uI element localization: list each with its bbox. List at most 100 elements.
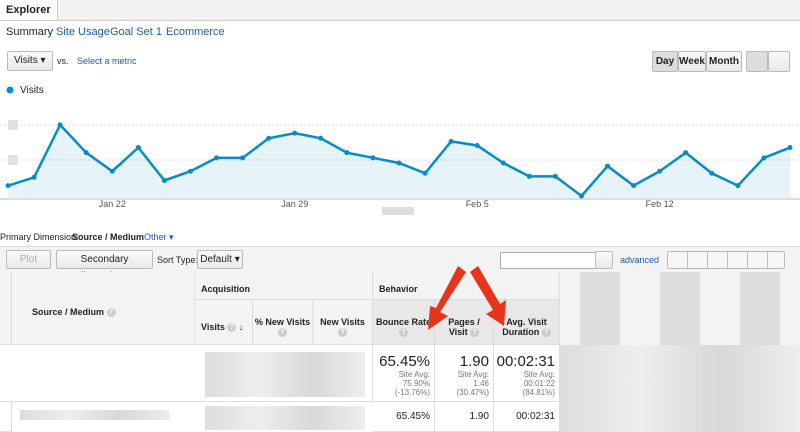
point — [109, 168, 115, 174]
point — [526, 173, 532, 179]
point — [578, 193, 584, 199]
column-header[interactable]: Source / Medium ? — [12, 272, 195, 345]
point — [5, 183, 11, 189]
point — [318, 135, 324, 141]
point — [135, 145, 141, 151]
header-text: New Visits — [320, 317, 365, 327]
tab-link[interactable]: Goal Set 1 — [110, 26, 162, 38]
advanced-link[interactable]: advanced — [620, 255, 660, 265]
point — [344, 150, 350, 156]
sort-type-label: Sort Type: — [157, 255, 198, 265]
site-avg-value: 75.90% — [402, 379, 430, 388]
site-avg-value: 00:01:22 — [523, 379, 555, 388]
column-header[interactable]: Bounce Rate? — [373, 300, 435, 345]
arrow — [470, 266, 506, 326]
area — [8, 124, 790, 198]
x-tick-label: Jan 29 — [281, 199, 308, 209]
site-avg-diff: (84.81%) — [522, 388, 555, 397]
site-avg-diff: (-13.76%) — [394, 388, 430, 397]
dimension-label: Primary Dimension: — [0, 232, 79, 242]
site-avg-label: Site Avg: — [523, 370, 555, 379]
point — [683, 150, 689, 156]
blurred-tick — [8, 120, 18, 130]
legend-dot — [6, 86, 14, 94]
point — [631, 183, 637, 189]
tab-title[interactable]: Explorer — [0, 0, 58, 20]
point — [657, 168, 663, 174]
blurred-cells — [205, 406, 365, 430]
point — [605, 163, 611, 169]
header-text: Bounce Rate — [375, 317, 431, 327]
point — [57, 122, 63, 128]
x-tick-label: Feb 12 — [646, 199, 674, 209]
point — [240, 155, 246, 161]
period-button[interactable]: Month — [706, 51, 742, 72]
column-header[interactable]: Visits ? ↓ — [195, 300, 253, 345]
point — [292, 130, 298, 136]
header-text: Pages / Visit — [448, 317, 480, 337]
point — [83, 150, 89, 156]
totals-cell: 65.45% Site Avg: 75.90% (-13.76%) — [373, 345, 435, 402]
point — [422, 170, 428, 176]
totals-cell: 1.90 Site Avg: 1.46 (30.47%) — [435, 345, 494, 402]
tab-link[interactable]: Summary — [6, 26, 54, 38]
blurred-cells — [205, 352, 365, 397]
blurred-cells — [560, 345, 800, 402]
column-header[interactable]: Avg. Visit Duration ? — [494, 300, 560, 345]
total-value: 65.45% — [379, 353, 430, 370]
point — [370, 155, 376, 161]
tab-link[interactable]: Ecommerce — [166, 26, 225, 38]
blurred-cells — [560, 402, 800, 432]
point — [761, 155, 767, 161]
blurred-tick — [8, 155, 18, 165]
search-button[interactable] — [595, 251, 613, 269]
header-text: Visits — [201, 322, 225, 332]
point — [735, 183, 741, 189]
group-header: Acquisition — [195, 272, 373, 300]
point — [552, 173, 558, 179]
site-avg-diff: (30.47%) — [456, 388, 489, 397]
chart: Visits Jan 22 Jan 29 Feb 5 Feb 12 — [0, 85, 800, 215]
dimension-value: Source / Medium — [72, 232, 145, 242]
tab-bar — [0, 0, 800, 21]
sort-dropdown[interactable]: Default ▾ — [197, 250, 243, 269]
view-buttons[interactable] — [667, 251, 785, 269]
metric-label: Visits — [14, 55, 38, 66]
arrow — [428, 266, 466, 330]
total-value: 1.90 — [459, 353, 489, 370]
point — [787, 145, 793, 151]
x-tick-label: Feb 5 — [466, 199, 489, 209]
site-avg-label: Site Avg: — [457, 370, 489, 379]
vs-label: vs. — [57, 56, 69, 66]
column-header[interactable]: New Visits? — [313, 300, 373, 345]
period-button[interactable]: Week — [678, 51, 706, 72]
sort-value: Default — [200, 254, 232, 265]
legend-label: Visits — [20, 85, 44, 96]
column-header[interactable]: % New Visits? — [253, 300, 313, 345]
point — [474, 142, 480, 148]
totals-row — [0, 345, 373, 402]
select-metric[interactable]: Select a metric — [77, 56, 137, 66]
header-cell — [0, 272, 12, 345]
metric-dropdown[interactable]: Visits ▾ — [7, 51, 53, 71]
point — [500, 160, 506, 166]
header-text: Source / Medium — [32, 307, 105, 317]
dimension-other[interactable]: Other ▾ — [144, 232, 174, 242]
site-avg-value: 1.46 — [473, 379, 489, 388]
header-text: % New Visits — [254, 317, 311, 327]
table: Source / Medium ? Acquisition Behavior V… — [0, 272, 800, 432]
period-button[interactable]: Day — [652, 51, 678, 72]
tab-link[interactable]: Site Usage — [56, 26, 110, 38]
point — [31, 174, 37, 180]
line-chart-button[interactable] — [746, 51, 768, 72]
point — [448, 138, 454, 144]
resize-grip[interactable] — [382, 207, 414, 215]
point — [187, 168, 193, 174]
column-header[interactable]: Pages / Visit ? — [435, 300, 494, 345]
blurred-columns — [560, 272, 800, 345]
point — [214, 155, 220, 161]
other-label: Other — [144, 232, 167, 242]
motion-chart-button[interactable] — [768, 51, 790, 72]
